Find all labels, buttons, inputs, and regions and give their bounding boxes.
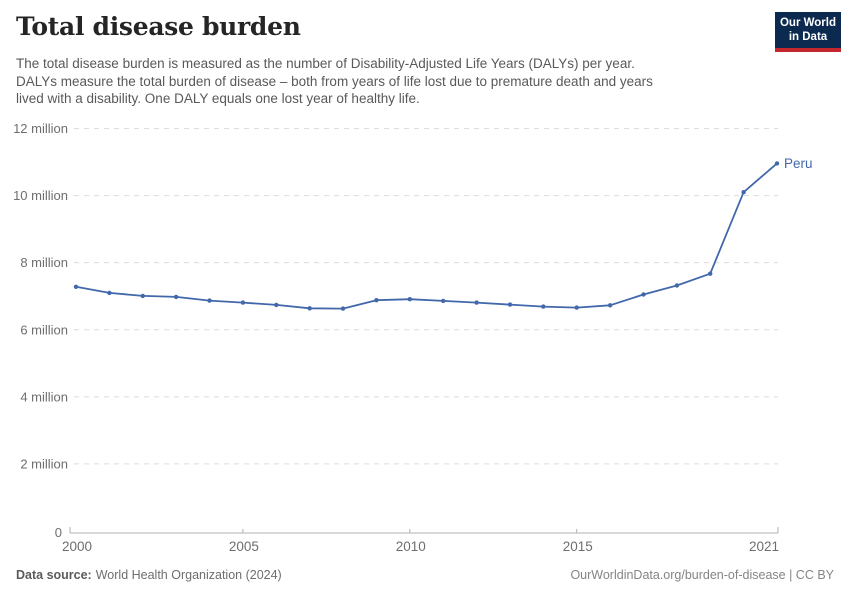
- data-point: [73, 284, 79, 289]
- data-line: [75, 162, 778, 310]
- data-source-value: World Health Organization (2024): [95, 568, 282, 582]
- data-point: [407, 297, 412, 302]
- data-point: [173, 294, 179, 300]
- owid-logo[interactable]: Our World in Data: [775, 12, 841, 52]
- data-point: [240, 300, 246, 305]
- chart-subtitle: The total disease burden is measured as …: [16, 55, 736, 108]
- data-point: [741, 190, 746, 195]
- subtitle-line: DALYs measure the total burden of diseas…: [16, 73, 653, 89]
- y-tick-label: 10 million: [13, 188, 68, 203]
- subtitle-line: The total disease burden is measured as …: [16, 56, 635, 71]
- data-point: [574, 305, 579, 310]
- y-tick-label: 6 million: [20, 322, 68, 337]
- owid-logo-line2: in Data: [788, 30, 828, 43]
- data-point: [708, 271, 713, 276]
- y-tick-label: 4 million: [20, 389, 68, 404]
- y-tick-label: 8 million: [20, 255, 68, 270]
- data-point: [107, 290, 112, 296]
- chart-footer: Data source: World Health Organization (2…: [16, 568, 834, 582]
- x-tick-label: 2021: [749, 539, 779, 554]
- data-point: [674, 283, 680, 288]
- data-point: [340, 306, 346, 311]
- data-point: [507, 302, 513, 307]
- data-point: [641, 292, 646, 297]
- data-source-label: Data source:: [16, 568, 92, 582]
- data-point: [541, 304, 546, 309]
- y-tick-label: 12 million: [13, 121, 68, 136]
- x-tick-label: 2005: [229, 539, 259, 554]
- chart-title: Total disease burden: [16, 12, 301, 41]
- data-point: [274, 302, 279, 308]
- data-point: [207, 298, 212, 303]
- x-tick-label: 2000: [62, 539, 92, 554]
- data-point: [374, 298, 379, 303]
- series-label: Peru: [784, 156, 813, 171]
- y-tick-label: 0: [55, 525, 62, 540]
- data-point: [307, 306, 312, 311]
- data-point: [607, 303, 613, 308]
- data-point: [774, 161, 780, 166]
- y-tick-label: 2 million: [20, 456, 68, 471]
- data-source: Data source: World Health Organization (2…: [16, 568, 282, 582]
- owid-logo-line1: Our World: [779, 17, 836, 29]
- data-point: [441, 298, 446, 304]
- data-point: [140, 293, 145, 299]
- data-point: [474, 300, 479, 305]
- subtitle-line: lived with a disability. One DALY equals…: [16, 91, 420, 106]
- owid-citation-link[interactable]: OurWorldinData.org/burden-of-disease | C…: [570, 568, 834, 582]
- x-tick-label: 2010: [396, 539, 426, 554]
- x-tick-label: 2015: [563, 539, 593, 554]
